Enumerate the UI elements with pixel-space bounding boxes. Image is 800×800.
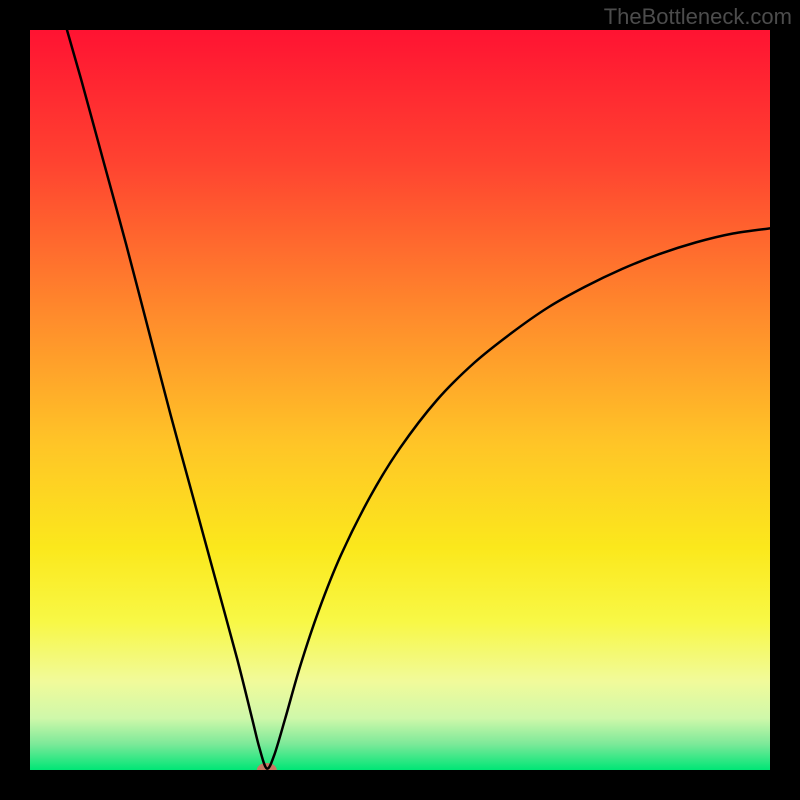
plot-background (30, 30, 770, 770)
chart-container: TheBottleneck.com (0, 0, 800, 800)
bottleneck-chart (0, 0, 800, 800)
watermark-text: TheBottleneck.com (604, 4, 792, 30)
